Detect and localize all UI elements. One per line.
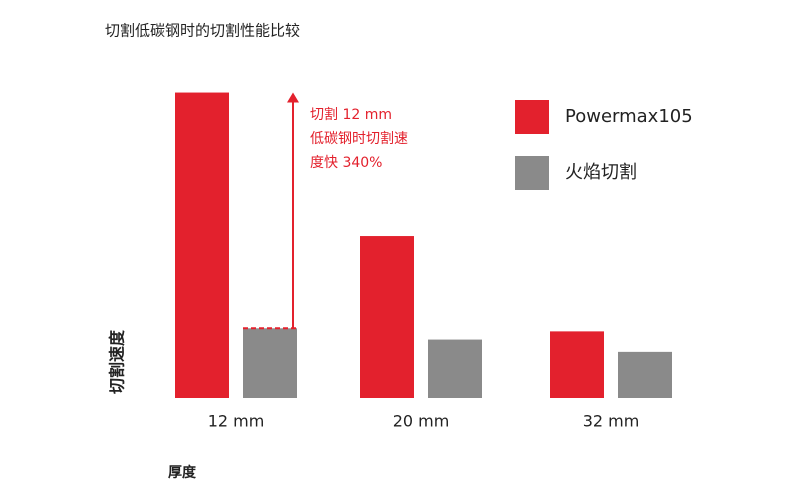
annotation-text: 切割 12 mm xyxy=(310,106,392,123)
x-tick-label: 20 mm xyxy=(393,412,450,431)
arrow-head xyxy=(287,92,299,103)
legend-label: 火焰切割 xyxy=(565,162,637,183)
x-tick-label: 32 mm xyxy=(583,412,640,431)
bar xyxy=(360,236,414,398)
bar xyxy=(618,351,672,398)
bar xyxy=(175,92,229,399)
chart-title: 切割低碳钢时的切割性能比较 xyxy=(105,22,300,40)
legend-label: Powermax105 xyxy=(565,106,693,127)
legend-swatch xyxy=(515,100,549,134)
annotation-text: 度快 340% xyxy=(310,155,382,171)
bar xyxy=(550,331,604,398)
bar xyxy=(428,339,482,398)
x-axis-label: 厚度 xyxy=(168,464,197,481)
y-axis-label: 切割速度 xyxy=(108,329,127,394)
bar xyxy=(243,328,297,398)
x-tick-label: 12 mm xyxy=(208,412,265,431)
annotation-text: 低碳钢时切割速 xyxy=(310,130,408,147)
legend-swatch xyxy=(515,156,549,190)
